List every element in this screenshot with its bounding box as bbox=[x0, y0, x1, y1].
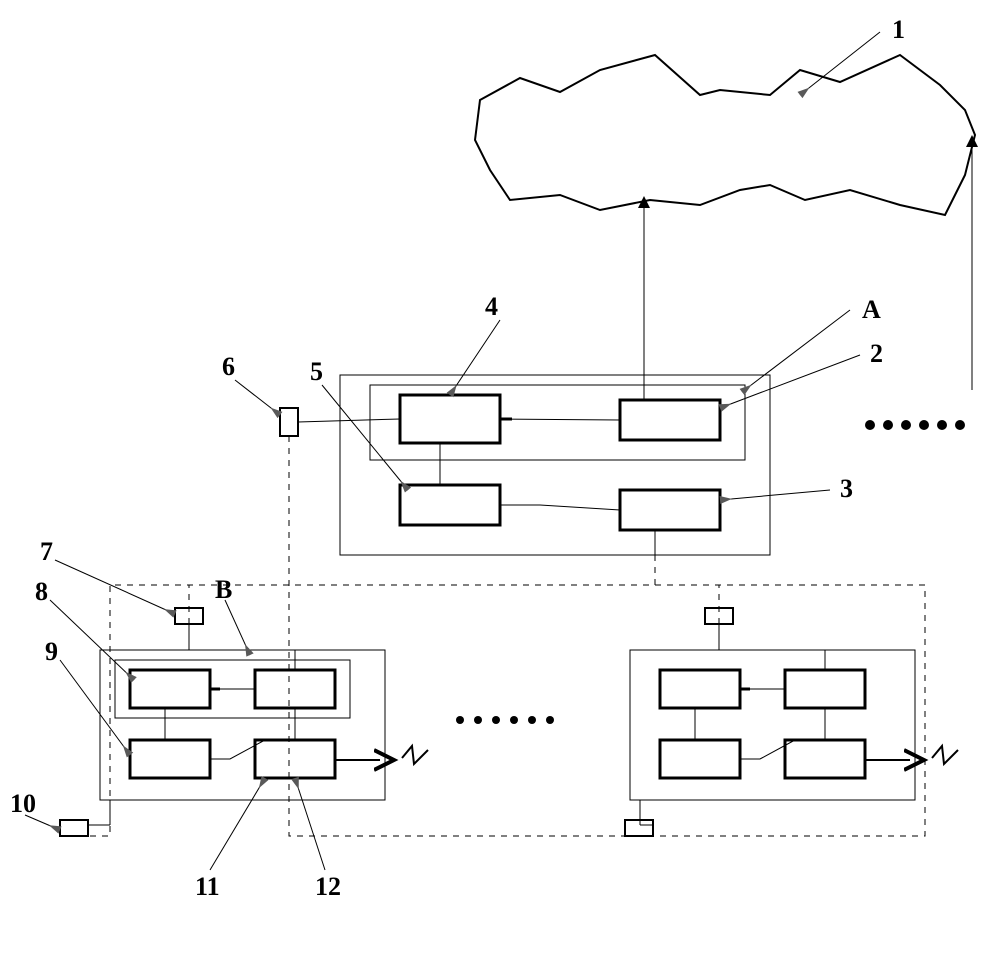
svg-text:2: 2 bbox=[870, 339, 883, 368]
svg-text:12: 12 bbox=[315, 872, 341, 901]
svg-text:A: A bbox=[862, 295, 881, 324]
svg-text:B: B bbox=[215, 575, 232, 604]
svg-text:9: 9 bbox=[45, 637, 58, 666]
svg-text:7: 7 bbox=[40, 537, 53, 566]
svg-text:1: 1 bbox=[892, 15, 905, 44]
svg-text:3: 3 bbox=[840, 474, 853, 503]
svg-text:8: 8 bbox=[35, 577, 48, 606]
svg-text:6: 6 bbox=[222, 352, 235, 381]
svg-text:11: 11 bbox=[195, 872, 220, 901]
svg-text:4: 4 bbox=[485, 292, 498, 321]
technical-diagram: 123456A789101112B bbox=[0, 0, 1000, 956]
svg-text:5: 5 bbox=[310, 357, 323, 386]
cloud-shape bbox=[475, 55, 975, 215]
svg-text:10: 10 bbox=[10, 789, 36, 818]
